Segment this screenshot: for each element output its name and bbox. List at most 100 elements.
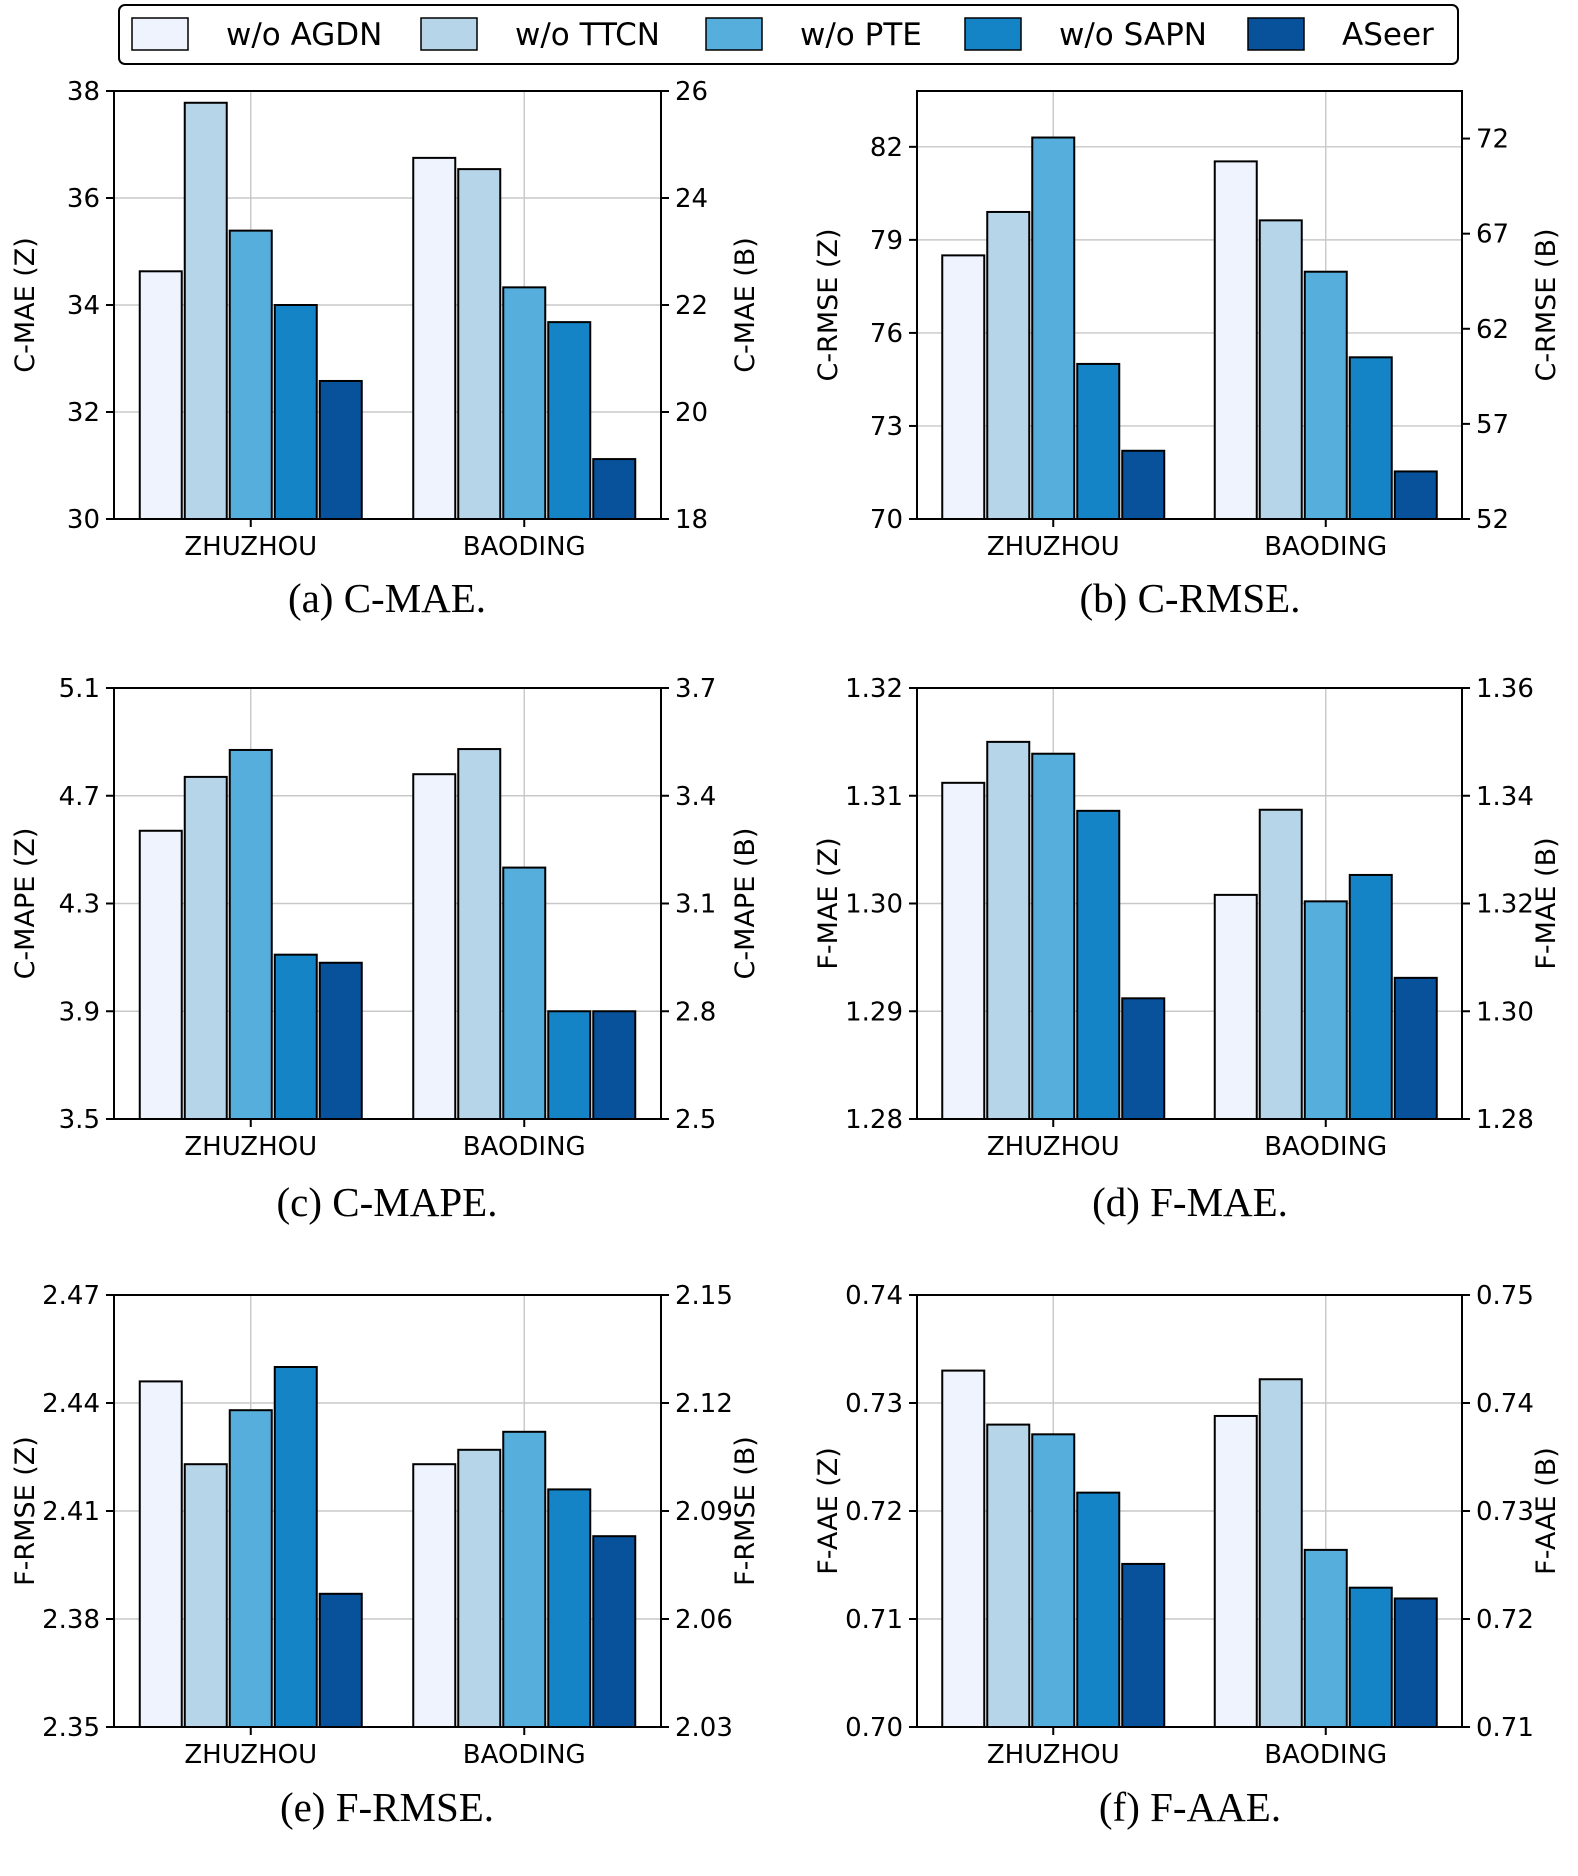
y-tick-label-left: 34: [67, 291, 100, 321]
bar: [1303, 900, 1348, 1120]
y-axis-label-right: C-MAPE (B): [730, 828, 761, 980]
y-axis-label-right: C-RMSE (B): [1531, 228, 1562, 381]
bar: [941, 781, 986, 1120]
legend-label: w/o TTCN: [515, 17, 660, 53]
chart-panel: 30 32 34 36 38 18 20 22 24 26 ZHUZHOU BAODING C-MAE …: [10, 77, 761, 621]
chart-panel: 1.28 1.29 1.30 1.31 1.32 1.28 1.30 1.32 1.34 1.36…: [813, 674, 1562, 1225]
y-tick-label-left: 3.5: [59, 1105, 100, 1135]
bar: [1258, 219, 1303, 520]
bar: [1348, 873, 1393, 1120]
y-axis-label-right: F-MAE (B): [1531, 837, 1562, 969]
y-axis-label-right: C-MAE (B): [730, 237, 761, 373]
y-tick-label-right: 72: [1476, 125, 1509, 155]
bar: [1121, 1562, 1166, 1729]
bar: [412, 1463, 457, 1728]
y-tick-label-left: 4.7: [59, 782, 100, 812]
y-tick-label-right: 0.73: [1476, 1497, 1534, 1527]
x-tick-label: BAODING: [463, 1132, 586, 1162]
bar: [1303, 270, 1348, 521]
bar: [457, 1448, 502, 1729]
y-axis-label-left: F-MAE (Z): [813, 837, 844, 969]
y-tick-label-right: 3.7: [675, 674, 716, 704]
y-tick-label-left: 2.35: [42, 1713, 100, 1743]
bar: [502, 286, 547, 520]
bar: [1213, 893, 1258, 1120]
bar: [228, 1409, 273, 1728]
y-tick-label-left: 0.71: [845, 1605, 903, 1635]
panel-caption: (b) C-RMSE.: [1080, 575, 1301, 621]
bar: [1076, 362, 1121, 521]
bar: [547, 1010, 592, 1120]
panel-caption: (e) F-RMSE.: [280, 1784, 494, 1830]
legend-label: w/o SAPN: [1059, 17, 1207, 53]
x-tick-label: BAODING: [1264, 1132, 1387, 1162]
bar: [1076, 1491, 1121, 1729]
y-axis-label-right: F-AAE (B): [1531, 1447, 1562, 1575]
x-tick-label: BAODING: [463, 1740, 586, 1770]
bar: [412, 773, 457, 1120]
y-tick-label-right: 2.8: [675, 997, 716, 1027]
y-tick-label-right: 0.72: [1476, 1605, 1534, 1635]
y-tick-label-right: 24: [675, 184, 708, 214]
x-tick-label: ZHUZHOU: [987, 1132, 1120, 1162]
bar: [1393, 976, 1438, 1120]
y-tick-label-left: 32: [67, 398, 100, 428]
legend-swatch: [420, 17, 478, 51]
bar: [1031, 136, 1076, 521]
y-tick-label-left: 1.31: [845, 782, 903, 812]
bar: [228, 229, 273, 520]
chart-panels: 30 32 34 36 38 18 20 22 24 26 ZHUZHOU BAODING C-MAE …: [10, 77, 1562, 1830]
y-tick-label-right: 57: [1476, 410, 1509, 440]
bar: [273, 304, 318, 520]
y-tick-label-left: 36: [67, 184, 100, 214]
bar: [986, 210, 1031, 521]
y-tick-label-right: 0.71: [1476, 1713, 1534, 1743]
x-tick-label: BAODING: [463, 532, 586, 562]
y-tick-label-right: 2.12: [675, 1389, 733, 1419]
bar: [547, 1488, 592, 1729]
bar: [138, 829, 183, 1120]
y-tick-label-left: 4.3: [59, 890, 100, 920]
y-tick-label-left: 79: [870, 226, 903, 256]
x-tick-label: BAODING: [1264, 532, 1387, 562]
y-tick-label-left: 82: [870, 133, 903, 163]
panel-caption: (f) F-AAE.: [1099, 1784, 1281, 1830]
chart-panel: 0.70 0.71 0.72 0.73 0.74 0.71 0.72 0.73 0.74 0.75…: [813, 1281, 1562, 1830]
y-tick-label-left: 70: [870, 505, 903, 535]
y-tick-label-right: 67: [1476, 220, 1509, 250]
y-tick-label-right: 1.34: [1476, 782, 1534, 812]
y-tick-label-left: 5.1: [59, 674, 100, 704]
y-tick-label-left: 0.72: [845, 1497, 903, 1527]
x-tick-label: ZHUZHOU: [184, 1132, 317, 1162]
bar: [1393, 1597, 1438, 1728]
bar: [592, 1010, 637, 1120]
chart-panel: 2.35 2.38 2.41 2.44 2.47 2.03 2.06 2.09 2.12 2.15…: [10, 1281, 761, 1830]
bar: [502, 866, 547, 1120]
y-tick-label-left: 1.28: [845, 1105, 903, 1135]
y-tick-label-left: 1.32: [845, 674, 903, 704]
bar: [318, 379, 363, 520]
y-tick-label-left: 1.30: [845, 890, 903, 920]
panel-caption: (a) C-MAE.: [288, 575, 486, 621]
bar: [273, 953, 318, 1121]
y-tick-label-left: 30: [67, 505, 100, 535]
y-tick-label-right: 0.75: [1476, 1281, 1534, 1311]
bar: [941, 254, 986, 521]
x-tick-label: ZHUZHOU: [987, 1740, 1120, 1770]
y-tick-label-left: 0.74: [845, 1281, 903, 1311]
y-tick-label-right: 1.30: [1476, 997, 1534, 1027]
bar: [592, 458, 637, 520]
bar: [1213, 1414, 1258, 1728]
plot-frame: [916, 90, 1463, 520]
bar: [183, 101, 228, 521]
bar: [1213, 160, 1258, 520]
bar: [986, 740, 1031, 1120]
bar: [547, 321, 592, 520]
bar: [1121, 449, 1166, 521]
bar: [183, 1463, 228, 1728]
y-tick-label-right: 2.06: [675, 1605, 733, 1635]
bar: [228, 748, 273, 1120]
y-tick-label-left: 0.70: [845, 1713, 903, 1743]
y-tick-label-right: 1.36: [1476, 674, 1534, 704]
y-tick-label-left: 38: [67, 77, 100, 107]
